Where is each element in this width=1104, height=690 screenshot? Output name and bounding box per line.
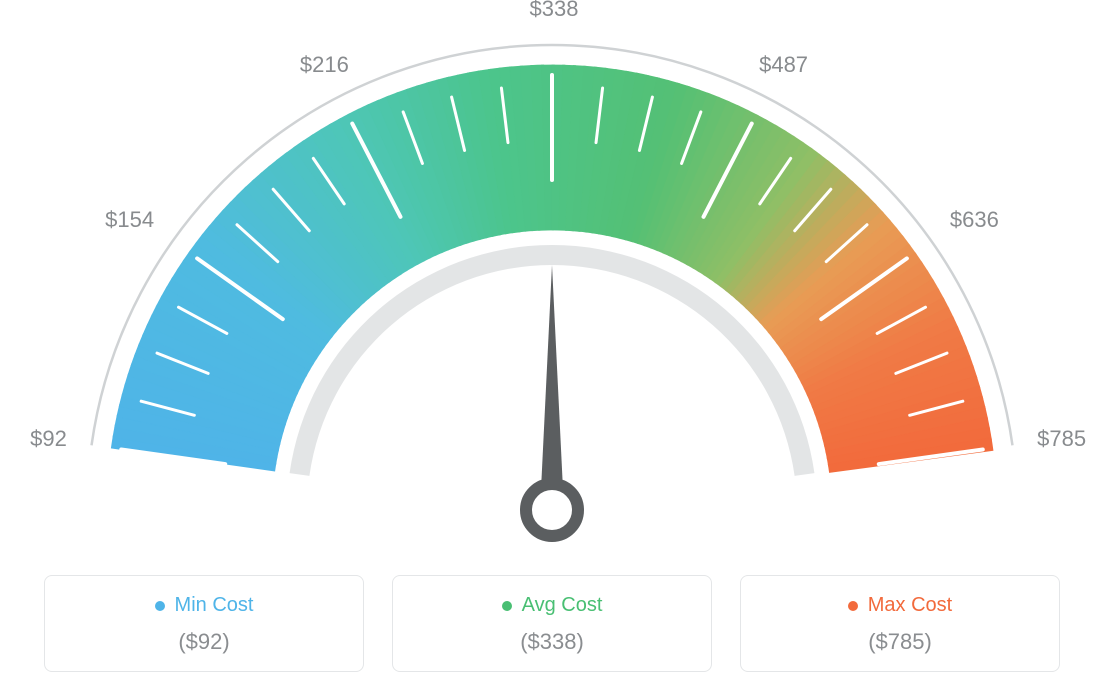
gauge-tick-label: $338 <box>524 0 584 22</box>
legend-value: ($92) <box>55 629 353 655</box>
legend-title: Avg Cost <box>502 594 603 617</box>
legend-title-text: Min Cost <box>175 594 254 617</box>
chart-container: $92 $154 $216 $338 $487 $636 $785 Min Cost ($92… <box>0 0 1104 690</box>
legend-value: ($338) <box>403 629 701 655</box>
gauge-needle <box>540 265 564 510</box>
legend-title: Min Cost <box>155 594 254 617</box>
gauge-tick-label: $785 <box>1037 426 1086 452</box>
legend-card: Max Cost ($785) <box>740 575 1060 672</box>
legend-card: Min Cost ($92) <box>44 575 364 672</box>
gauge-tick-label: $487 <box>754 52 814 78</box>
legend-dot-icon <box>502 601 512 611</box>
gauge-tick-label: $216 <box>294 52 354 78</box>
gauge-tick-label: $636 <box>950 207 999 233</box>
legend-title: Max Cost <box>848 594 952 617</box>
legend-value: ($785) <box>751 629 1049 655</box>
gauge-needle-hub <box>526 484 578 536</box>
gauge-area: $92 $154 $216 $338 $487 $636 $785 <box>0 0 1104 560</box>
legend-card: Avg Cost ($338) <box>392 575 712 672</box>
legend-title-text: Max Cost <box>868 594 952 617</box>
gauge-tick-label: $154 <box>94 207 154 233</box>
legend-title-text: Avg Cost <box>522 594 603 617</box>
legend-row: Min Cost ($92) Avg Cost ($338) Max Cost ($785… <box>0 575 1104 672</box>
gauge-svg <box>0 10 1104 570</box>
legend-dot-icon <box>848 601 858 611</box>
legend-dot-icon <box>155 601 165 611</box>
gauge-tick-label: $92 <box>7 426 67 452</box>
